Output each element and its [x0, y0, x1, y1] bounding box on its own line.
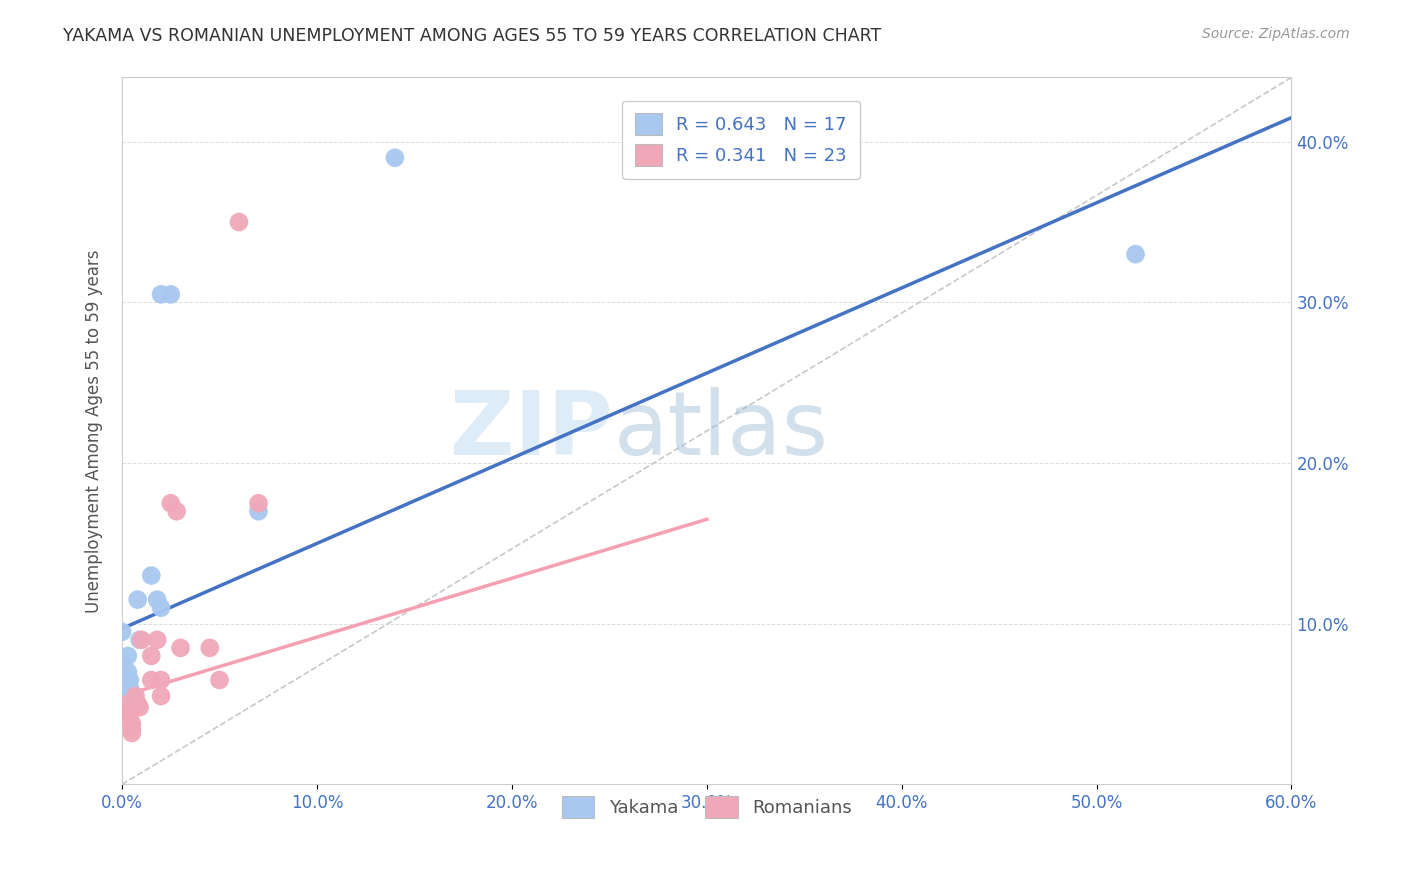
Point — [141, 568, 163, 582]
Point — [118, 713, 141, 727]
Point — [111, 624, 134, 639]
Point — [125, 689, 148, 703]
Point — [384, 151, 406, 165]
Text: YAKAMA VS ROMANIAN UNEMPLOYMENT AMONG AGES 55 TO 59 YEARS CORRELATION CHART: YAKAMA VS ROMANIAN UNEMPLOYMENT AMONG AG… — [63, 27, 882, 45]
Point — [121, 716, 143, 731]
Point — [166, 504, 188, 518]
Point — [150, 689, 173, 703]
Legend: Yakama, Romanians: Yakama, Romanians — [554, 789, 859, 825]
Point — [146, 592, 169, 607]
Point — [118, 705, 141, 719]
Point — [150, 287, 173, 301]
Point — [127, 592, 149, 607]
Text: ZIP: ZIP — [450, 387, 613, 475]
Point — [117, 705, 139, 719]
Point — [228, 215, 250, 229]
Point — [169, 640, 191, 655]
Point — [117, 648, 139, 663]
Point — [247, 504, 270, 518]
Point — [198, 640, 221, 655]
Point — [131, 632, 153, 647]
Point — [117, 697, 139, 711]
Point — [141, 673, 163, 687]
Y-axis label: Unemployment Among Ages 55 to 59 years: Unemployment Among Ages 55 to 59 years — [86, 249, 103, 613]
Point — [159, 496, 181, 510]
Point — [118, 681, 141, 695]
Point — [121, 721, 143, 735]
Point — [141, 648, 163, 663]
Point — [117, 665, 139, 679]
Point — [208, 673, 231, 687]
Point — [150, 600, 173, 615]
Point — [118, 673, 141, 687]
Text: Source: ZipAtlas.com: Source: ZipAtlas.com — [1202, 27, 1350, 41]
Point — [159, 287, 181, 301]
Text: atlas: atlas — [613, 387, 828, 475]
Point — [121, 726, 143, 740]
Point — [128, 700, 150, 714]
Point — [1125, 247, 1147, 261]
Point — [121, 689, 143, 703]
Point — [247, 496, 270, 510]
Point — [127, 697, 149, 711]
Point — [128, 632, 150, 647]
Point — [150, 673, 173, 687]
Point — [146, 632, 169, 647]
Point — [111, 657, 134, 671]
